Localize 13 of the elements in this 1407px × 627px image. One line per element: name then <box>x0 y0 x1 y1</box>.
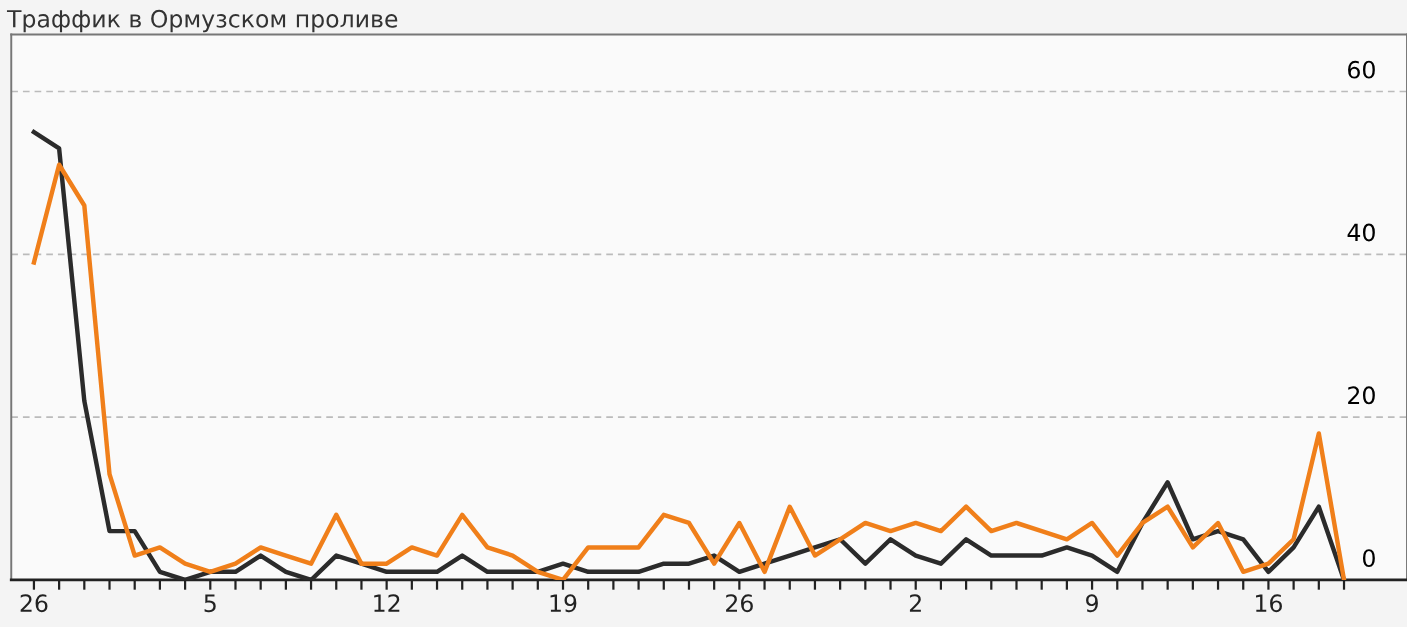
x-tick-label: 26 <box>20 594 48 613</box>
y-tick-label: 20 <box>1348 386 1375 405</box>
y-tick-label: 60 <box>1348 60 1375 79</box>
x-tick-label: 5 <box>204 594 216 613</box>
x-tick-label: 12 <box>374 594 400 612</box>
x-tick-label: 26 <box>726 594 753 613</box>
x-tick-label: 9 <box>1086 594 1098 613</box>
chart-title: Траффик в Ормузском проливе <box>6 9 398 33</box>
x-tick-label: 16 <box>1256 594 1282 613</box>
x-tick-label: 2 <box>909 594 921 612</box>
x-tick-label: 19 <box>550 594 577 613</box>
y-tick-label: 40 <box>1347 223 1375 242</box>
y-tick-label: 0 <box>1362 549 1375 568</box>
